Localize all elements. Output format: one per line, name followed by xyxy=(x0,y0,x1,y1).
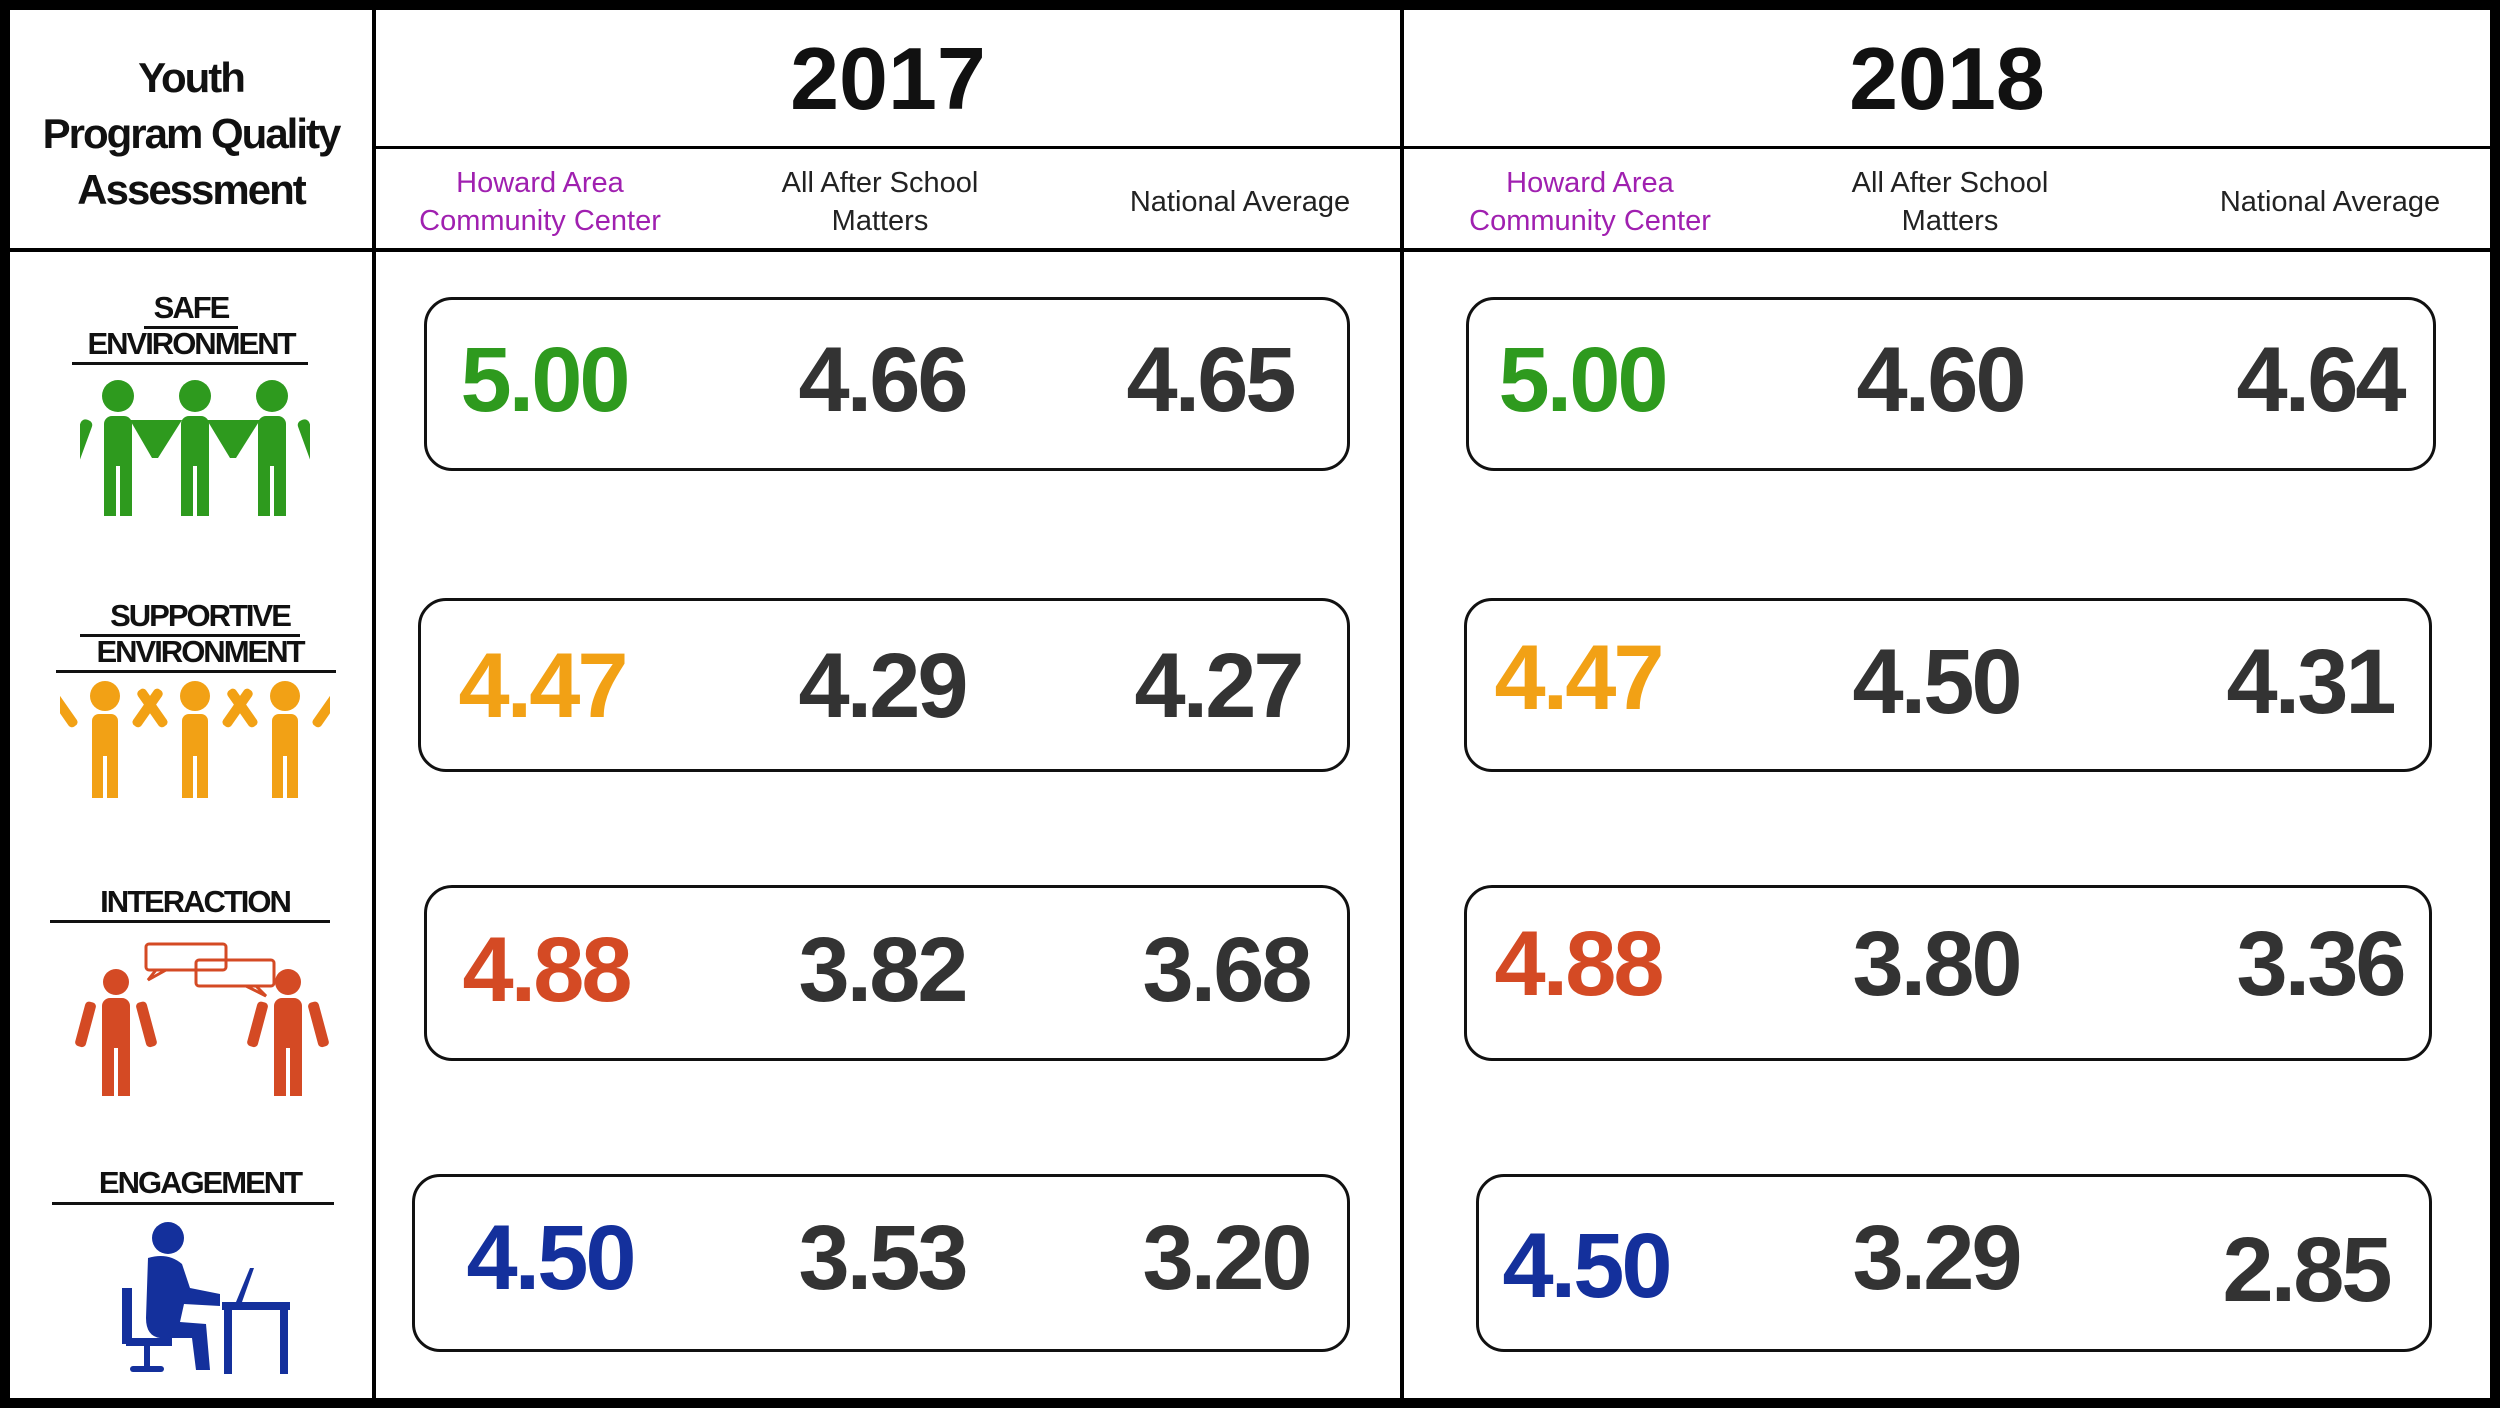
year-2018-heading: 2018 xyxy=(1849,29,2045,128)
title-line: Youth xyxy=(138,54,246,101)
category-underline xyxy=(144,326,238,329)
category-label-line: ENVIRONMENT xyxy=(87,326,296,361)
score-box-2018-engagement xyxy=(1476,1174,2432,1352)
col-header-line: National Average xyxy=(2219,186,2441,218)
category-label-line: ENVIRONMENT xyxy=(96,634,305,669)
title-line: Program Quality xyxy=(42,110,342,157)
score-box-2017-supportive xyxy=(418,598,1350,772)
three-people-holding-hands-icon xyxy=(80,380,310,516)
col-national-2018: National Average xyxy=(2170,183,2490,221)
category-label-interaction: INTERACTION xyxy=(40,884,350,920)
score-asm-2018-safe: 4.60 xyxy=(1856,329,2026,431)
score-hac-2017-engagement: 4.50 xyxy=(466,1207,636,1309)
category-underline xyxy=(80,634,300,637)
divider-left xyxy=(372,10,376,1398)
assessment-table: Youth Program Quality Assessment 2017 Ho… xyxy=(10,10,2490,1398)
score-asm-2017-supportive: 4.29 xyxy=(798,635,968,737)
category-underline xyxy=(72,362,308,365)
score-box-2017-safe xyxy=(424,297,1350,471)
category-underline xyxy=(50,920,330,923)
score-box-2018-interaction xyxy=(1464,885,2432,1061)
col-header-line: Community Center xyxy=(1469,205,1711,237)
score-hac-2018-supportive: 4.47 xyxy=(1494,627,1664,729)
score-asm-2018-interaction: 3.80 xyxy=(1852,913,2022,1015)
col-header-line: National Average xyxy=(1129,186,1351,218)
category-label-safe: SAFE ENVIRONMENT xyxy=(40,290,342,362)
score-hac-2017-interaction: 4.88 xyxy=(462,919,632,1021)
category-label-line: ENGAGEMENT xyxy=(98,1165,303,1200)
category-label-supportive: SUPPORTIVE ENVIRONMENT xyxy=(40,598,360,670)
score-national-2018-supportive: 4.31 xyxy=(2226,631,2396,733)
category-label-engagement: ENGAGEMENT xyxy=(40,1165,360,1201)
score-national-2018-safe: 4.64 xyxy=(2236,329,2406,431)
score-hac-2017-safe: 5.00 xyxy=(460,329,630,431)
score-asm-2017-interaction: 3.82 xyxy=(798,919,968,1021)
col-header-line: Howard Area xyxy=(456,167,624,199)
category-label-line: SAFE xyxy=(153,290,231,325)
col-asm-2018: All After School Matters xyxy=(1790,164,2110,240)
col-header-line: Matters xyxy=(1901,205,1999,237)
score-national-2017-safe: 4.65 xyxy=(1126,329,1296,431)
score-asm-2017-safe: 4.66 xyxy=(798,329,968,431)
col-header-line: Matters xyxy=(831,205,929,237)
category-label-line: SUPPORTIVE xyxy=(110,598,292,633)
col-header-line: All After School xyxy=(781,167,979,199)
score-asm-2017-engagement: 3.53 xyxy=(798,1207,968,1309)
three-people-arms-raised-icon xyxy=(60,681,330,798)
score-box-2017-interaction xyxy=(424,885,1350,1061)
col-hac-2018: Howard Area Community Center xyxy=(1430,164,1750,240)
score-national-2017-engagement: 3.20 xyxy=(1142,1207,1312,1309)
year-2017-heading: 2017 xyxy=(790,29,986,128)
two-people-talking-icon xyxy=(75,942,329,1096)
score-national-2018-interaction: 3.36 xyxy=(2236,913,2406,1015)
category-underline xyxy=(52,1202,334,1205)
person-at-desk-computer-icon xyxy=(122,1222,290,1374)
score-asm-2018-engagement: 3.29 xyxy=(1852,1207,2022,1309)
score-national-2018-engagement: 2.85 xyxy=(2222,1219,2392,1321)
score-national-2017-supportive: 4.27 xyxy=(1134,635,1304,737)
score-hac-2017-supportive: 4.47 xyxy=(458,635,628,737)
score-hac-2018-safe: 5.00 xyxy=(1498,329,1668,431)
table-title: Youth Program Quality Assessment xyxy=(10,50,372,218)
score-box-2018-safe xyxy=(1466,297,2436,471)
col-national-2017: National Average xyxy=(1090,183,1390,221)
col-header-line: All After School xyxy=(1851,167,2049,199)
score-hac-2018-interaction: 4.88 xyxy=(1494,913,1664,1015)
title-line: Assessment xyxy=(77,166,306,213)
col-header-line: Howard Area xyxy=(1506,167,1674,199)
divider-year-row xyxy=(372,146,2490,149)
category-label-line: INTERACTION xyxy=(100,884,292,919)
col-asm-2017: All After School Matters xyxy=(730,164,1030,240)
score-box-2017-engagement xyxy=(412,1174,1350,1352)
col-hac-2017: Howard Area Community Center xyxy=(390,164,690,240)
score-national-2017-interaction: 3.68 xyxy=(1142,919,1312,1021)
score-box-2018-supportive xyxy=(1464,598,2432,772)
score-asm-2018-supportive: 4.50 xyxy=(1852,631,2022,733)
category-underline xyxy=(56,670,336,673)
divider-middle xyxy=(1400,10,1404,1398)
score-hac-2018-engagement: 4.50 xyxy=(1502,1215,1672,1317)
divider-header-bottom xyxy=(10,248,2490,252)
col-header-line: Community Center xyxy=(419,205,661,237)
